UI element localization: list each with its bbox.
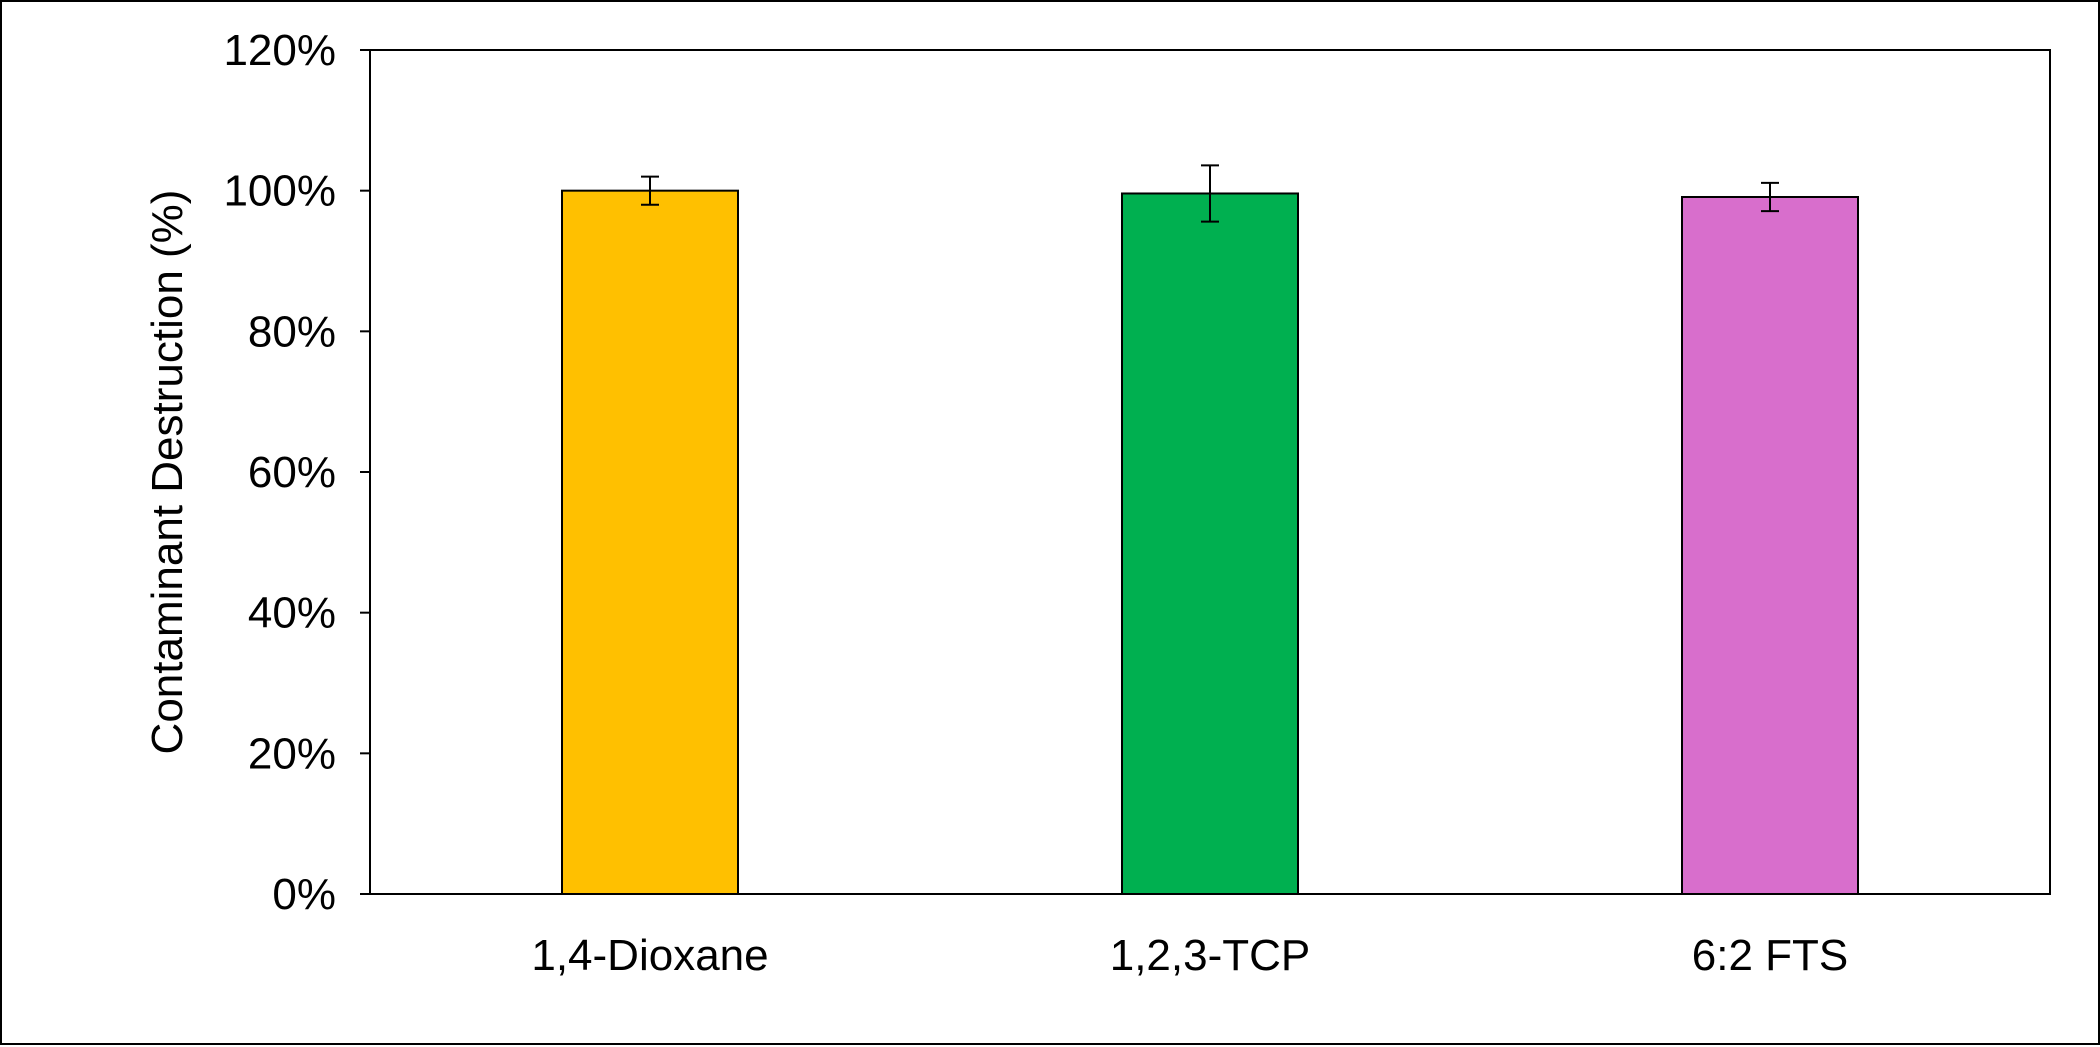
bar	[561, 189, 739, 895]
error-bars	[641, 164, 1779, 223]
y-tick-label: 0%	[272, 870, 336, 919]
bar	[1681, 195, 1859, 896]
bar	[1121, 192, 1299, 896]
y-tick-label: 60%	[248, 448, 336, 497]
y-tick-label: 80%	[248, 307, 336, 356]
y-tick-label: 20%	[248, 729, 336, 778]
bars	[561, 189, 1859, 896]
y-tick-label: 40%	[248, 589, 336, 638]
x-axis-labels: 1,4-Dioxane 1,2,3-TCP 6:2 FTS	[531, 931, 1848, 980]
y-tick-label: 100%	[223, 167, 336, 216]
y-axis-title: Contaminant Destruction (%)	[143, 190, 192, 755]
y-axis-ticks: 0% 20% 40% 60% 80% 100% 120%	[223, 26, 370, 919]
x-category-label: 1,2,3-TCP	[1110, 931, 1311, 980]
x-category-label: 6:2 FTS	[1692, 931, 1849, 980]
y-tick-label: 120%	[223, 26, 336, 75]
x-category-label: 1,4-Dioxane	[531, 931, 768, 980]
